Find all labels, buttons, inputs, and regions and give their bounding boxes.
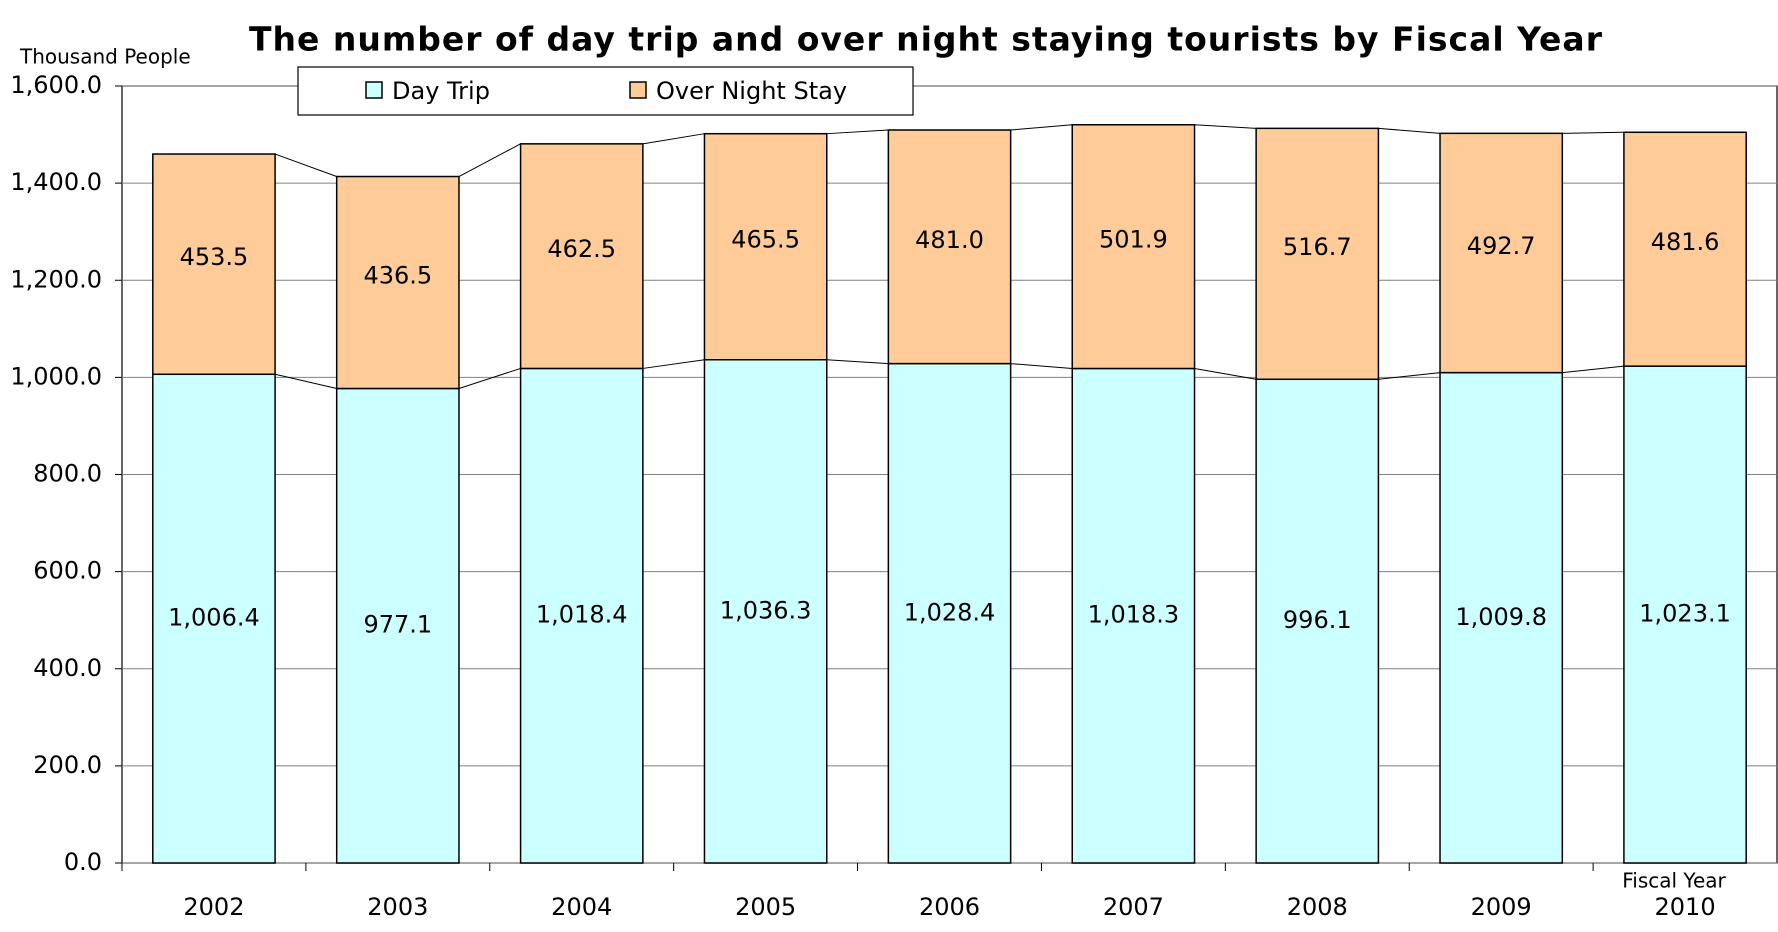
y-axis-label: Thousand People <box>19 45 191 69</box>
x-tick-label: 2009 <box>1471 893 1532 921</box>
series-line <box>826 359 889 365</box>
legend-box <box>297 66 914 116</box>
series-line <box>1010 124 1073 131</box>
y-tick-label: 800.0 <box>33 460 102 488</box>
series-line <box>1562 365 1624 374</box>
x-tick-label: 2008 <box>1287 893 1348 921</box>
y-tick-label: 1,400.0 <box>10 168 102 196</box>
series-line <box>274 373 337 389</box>
bar-segment <box>152 373 276 864</box>
series-line <box>1562 131 1624 134</box>
series-line <box>458 143 521 177</box>
bar-segment <box>335 387 460 864</box>
x-tick-label: 2010 <box>1655 893 1716 921</box>
value-label: 996.1 <box>1283 606 1352 634</box>
bar-segment <box>519 143 644 370</box>
series-line <box>458 367 521 389</box>
y-tick-label: 1,600.0 <box>10 71 102 99</box>
legend-swatch <box>365 81 383 99</box>
series-line <box>1378 372 1441 380</box>
x-tick-label: 2005 <box>735 893 796 921</box>
series-line <box>1010 363 1073 369</box>
bar-segment <box>519 367 644 864</box>
legend-label: Over Night Stay <box>656 77 847 105</box>
value-label: 436.5 <box>363 262 432 290</box>
value-label: 516.7 <box>1283 233 1352 261</box>
bar-segment <box>1255 378 1380 864</box>
series-line <box>826 129 889 135</box>
series-line <box>642 359 705 369</box>
x-tick-label: 2003 <box>367 893 428 921</box>
x-tick-label: 2006 <box>919 893 980 921</box>
value-label: 1,018.3 <box>1088 601 1180 629</box>
bar-segment <box>1623 131 1747 367</box>
series-line <box>1194 367 1257 380</box>
bar-segment <box>152 153 276 376</box>
bar-segment <box>887 129 1012 365</box>
x-tick-label: 2007 <box>1103 893 1164 921</box>
value-label: 1,028.4 <box>904 598 996 626</box>
bar-segment <box>1071 124 1196 370</box>
legend-swatch <box>629 81 647 99</box>
y-tick-label: 400.0 <box>33 654 102 682</box>
y-tick-label: 1,000.0 <box>10 362 102 390</box>
bar-segment <box>1623 365 1747 864</box>
bar-segment <box>887 362 1012 864</box>
x-axis-label: Fiscal Year <box>1622 869 1726 893</box>
series-line <box>1378 127 1441 134</box>
value-label: 453.5 <box>180 243 249 271</box>
value-label: 977.1 <box>363 611 432 639</box>
series-line <box>642 133 705 145</box>
value-label: 1,018.4 <box>536 601 628 629</box>
bar-segment <box>1071 367 1196 864</box>
bar-segment <box>703 358 828 864</box>
value-label: 465.5 <box>731 226 800 254</box>
bar-segment <box>1439 132 1564 374</box>
value-label: 1,006.4 <box>168 604 260 632</box>
value-label: 481.6 <box>1651 228 1720 256</box>
value-label: 1,036.3 <box>720 596 812 624</box>
value-label: 1,023.1 <box>1639 600 1731 628</box>
y-tick-label: 1,200.0 <box>10 265 102 293</box>
x-tick-label: 2002 <box>183 893 244 921</box>
value-label: 501.9 <box>1099 226 1168 254</box>
bar-segment <box>1255 127 1380 381</box>
bar-segment <box>335 175 460 390</box>
y-tick-label: 0.0 <box>64 848 102 876</box>
legend-label: Day Trip <box>392 77 490 105</box>
series-line <box>274 153 337 177</box>
bar-segment <box>703 132 828 361</box>
value-label: 481.0 <box>915 226 984 254</box>
y-tick-label: 600.0 <box>33 557 102 585</box>
value-label: 1,009.8 <box>1455 603 1547 631</box>
value-label: 492.7 <box>1467 232 1536 260</box>
value-label: 462.5 <box>547 235 616 263</box>
series-line <box>1194 124 1257 129</box>
x-tick-label: 2004 <box>551 893 612 921</box>
bar-segment <box>1439 371 1564 864</box>
y-tick-label: 200.0 <box>33 751 102 779</box>
chart-title: The number of day trip and over night st… <box>249 20 1603 59</box>
